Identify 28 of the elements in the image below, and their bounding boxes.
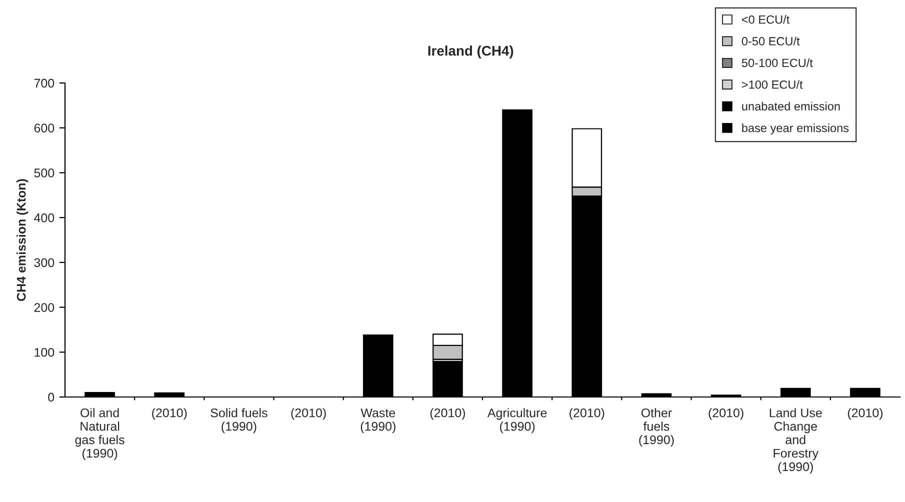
x-tick-label: Solid fuels (1990)	[210, 408, 268, 434]
y-tick-label: 600	[34, 124, 54, 133]
legend-label: 50-100 ECU/t	[742, 58, 813, 68]
x-tick-label: Land Use Change and Forestry (1990)	[770, 408, 822, 474]
x-tick-label: Waste (1990)	[360, 408, 396, 434]
y-tick-label: 400	[34, 213, 54, 222]
x-tick-label: (2010)	[430, 408, 465, 420]
legend-label: <0 ECU/t	[742, 15, 790, 24]
legend-label: >100 ECU/t	[742, 80, 803, 89]
x-tick-label: Other fuels (1990)	[639, 408, 674, 447]
y-tick-label: 200	[34, 303, 54, 312]
x-tick-label: (2010)	[152, 408, 187, 420]
y-tick-label: 100	[34, 348, 54, 357]
chart-title: Ireland (CH4)	[428, 46, 514, 58]
y-tick-label: 300	[34, 258, 54, 268]
x-tick-label: Agriculture (1990)	[487, 408, 547, 434]
legend-label: 0-50 ECU/t	[742, 36, 800, 46]
x-tick-label: (2010)	[570, 408, 604, 420]
x-tick-label: (2010)	[708, 408, 744, 420]
x-tick-label: (2010)	[291, 408, 326, 420]
x-tick-label: Oil and Natural gas fuels (1990)	[75, 408, 124, 460]
y-tick-label: 500	[34, 168, 54, 178]
y-tick-label: 700	[34, 78, 54, 88]
y-tick-label: 0	[48, 392, 54, 402]
legend-label: base year emissions	[742, 124, 849, 135]
x-tick-label: (2010)	[848, 408, 882, 420]
y-axis-title: CH4 emission (Kton)	[16, 179, 28, 301]
legend-label: unabated emission	[742, 102, 840, 110]
